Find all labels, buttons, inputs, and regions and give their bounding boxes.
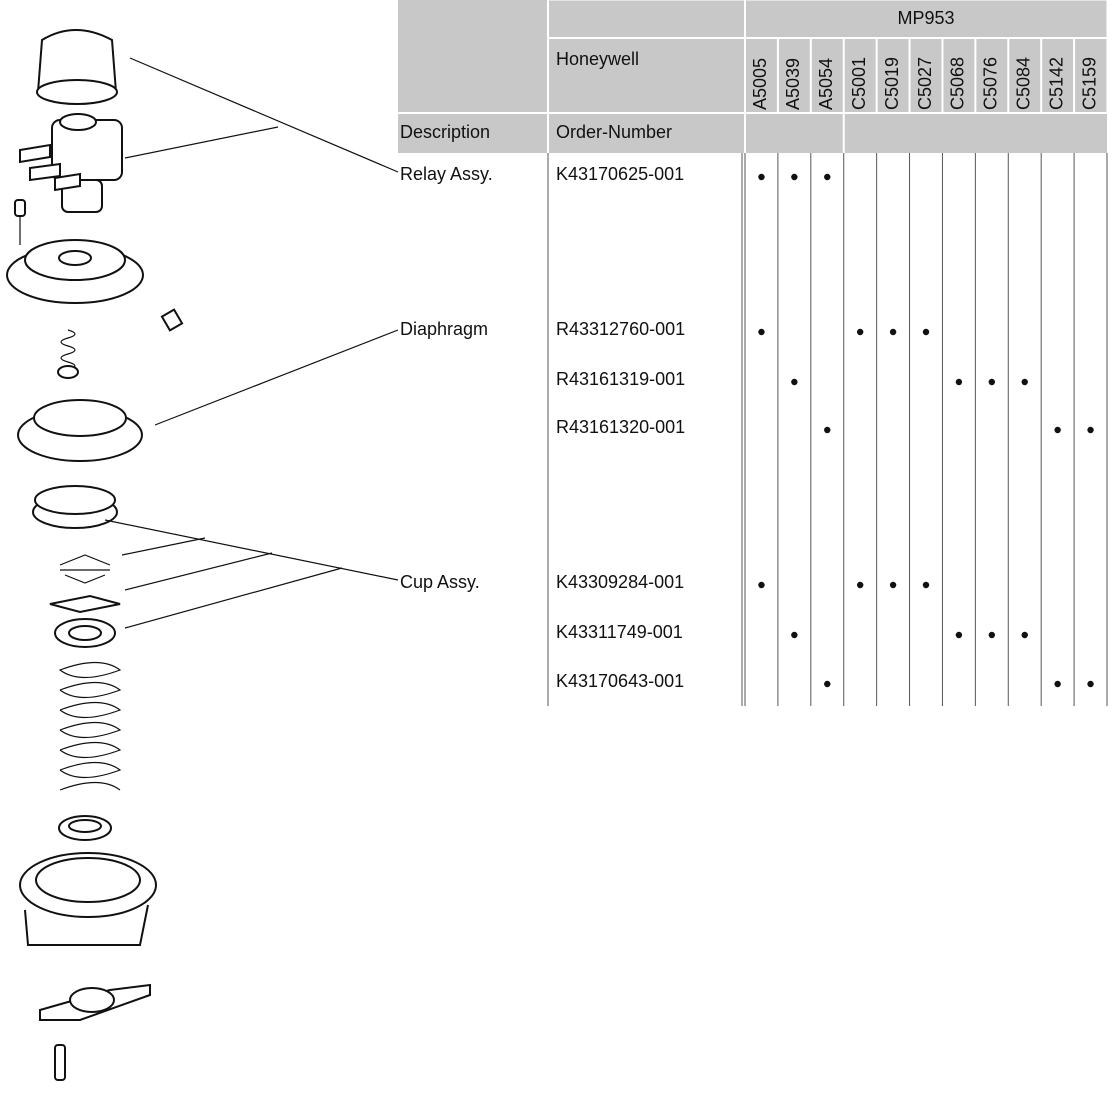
fit-dot <box>1087 680 1094 688</box>
fit-dot <box>791 378 798 386</box>
fit-dot <box>824 680 831 688</box>
fit-dot <box>955 631 963 639</box>
fit-dot <box>791 631 798 639</box>
fit-dot <box>922 581 930 589</box>
fit-dot <box>955 378 963 386</box>
fit-dot <box>824 173 831 181</box>
part-description: Cup Assy. <box>400 572 480 592</box>
fit-dot <box>758 173 765 181</box>
header-bg <box>547 0 1108 114</box>
model-name: MP953 <box>897 8 954 28</box>
variant-code: C5027 <box>915 57 935 110</box>
fit-dot <box>1054 680 1061 688</box>
brand: Honeywell <box>556 49 639 69</box>
part-description: Relay Assy. <box>400 164 493 184</box>
fit-dot <box>856 581 864 589</box>
order-number: K43170643-001 <box>556 671 684 691</box>
fit-dot <box>824 426 831 434</box>
order-number: R43161319-001 <box>556 369 685 389</box>
order-number: K43309284-001 <box>556 572 684 592</box>
part-description: Diaphragm <box>400 319 488 339</box>
exploded-drawing <box>6 29 399 1081</box>
variant-code: C5076 <box>981 57 1001 110</box>
fit-dot <box>889 328 897 336</box>
variant-code: C5142 <box>1046 57 1066 110</box>
fit-dot <box>1021 378 1028 386</box>
header-bg <box>398 113 1107 153</box>
fit-dot <box>889 581 897 589</box>
order-number: K43311749-001 <box>556 622 683 642</box>
fit-dot <box>1021 631 1028 639</box>
variant-code: C5159 <box>1079 57 1099 110</box>
column-head: Order-Number <box>556 122 672 142</box>
variant-code: A5054 <box>816 58 836 110</box>
order-number: K43170625-001 <box>556 164 684 184</box>
variant-code: A5005 <box>750 58 770 110</box>
fit-dot <box>1087 426 1094 434</box>
fit-dot <box>758 328 765 336</box>
fit-dot <box>922 328 930 336</box>
fit-dot <box>758 581 765 589</box>
parts-table: MP953 Honeywell Description Order-Number A50… <box>398 0 1108 706</box>
fit-dot <box>988 378 996 386</box>
variant-code: C5019 <box>882 57 902 110</box>
fit-dot <box>988 631 996 639</box>
order-number: R43312760-001 <box>556 319 685 339</box>
column-head: Description <box>400 122 490 142</box>
variant-code: C5084 <box>1013 57 1033 110</box>
fit-dot <box>1054 426 1061 434</box>
variant-code: C5068 <box>948 57 968 110</box>
fit-dot <box>791 173 798 181</box>
variant-code: A5039 <box>783 58 803 110</box>
fit-dot <box>856 328 864 336</box>
order-number: R43161320-001 <box>556 417 685 437</box>
header-bg <box>398 0 548 113</box>
variant-code: C5001 <box>849 57 869 110</box>
